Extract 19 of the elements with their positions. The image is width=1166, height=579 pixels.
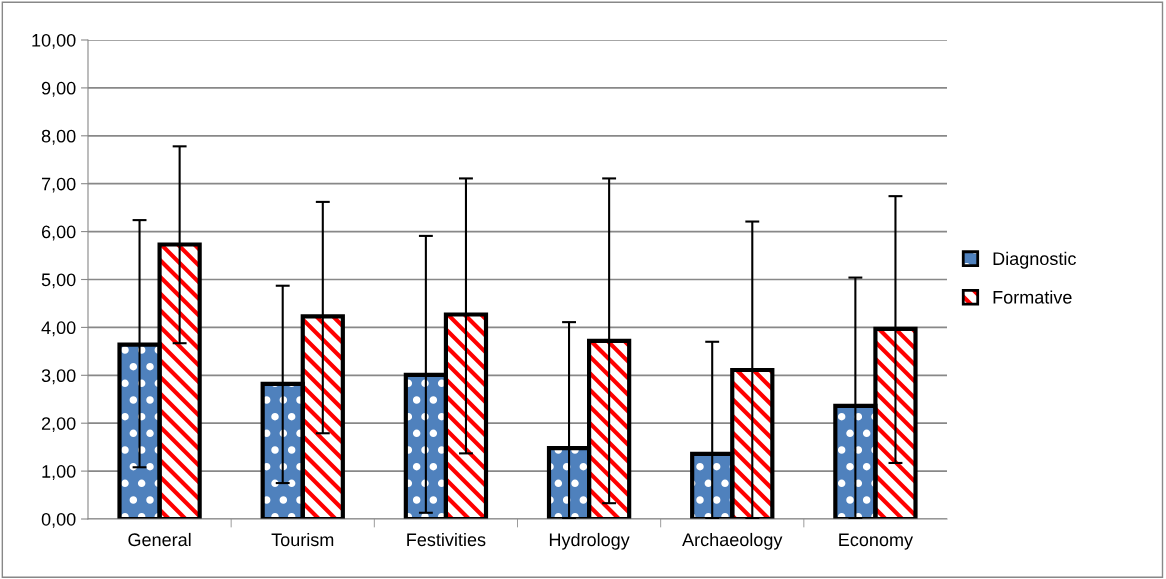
y-tick-label: 8,00 [41,129,76,145]
x-tick-label: Archaeology [682,532,783,550]
y-tick-label: 4,00 [41,321,76,337]
y-tick-label: 1,00 [42,465,76,480]
y-tick-label: 2,00 [41,417,76,433]
y-tick-label: 7,00 [41,177,76,193]
y-tick-label: 9,00 [41,81,76,97]
y-tick-label: 5,00 [41,273,76,289]
x-tick-label: Tourism [271,532,334,547]
legend-label: Diagnostic [993,251,1076,269]
y-tick-label: 10,00 [32,33,76,49]
x-tick-label: Festivities [407,532,486,547]
y-tick-label: 3,00 [41,369,76,385]
x-tick-label: Economy [839,533,914,550]
y-tick-label: 0,00 [41,512,76,528]
x-tick-label: General [128,532,191,547]
legend-label: Formative [993,290,1072,304]
y-tick-label: 6,00 [41,225,76,241]
x-tick-label: Hydrology [549,532,630,550]
